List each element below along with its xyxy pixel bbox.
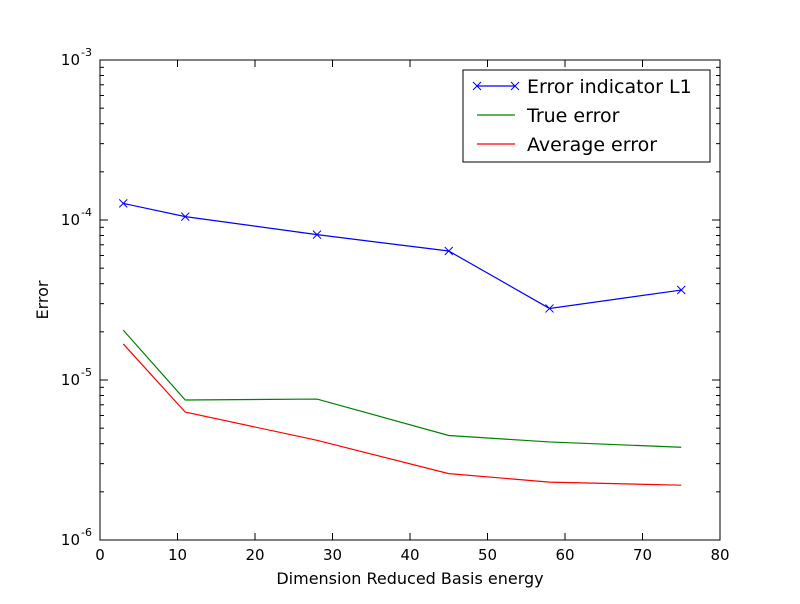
y-tick-label: 10 <box>61 531 80 549</box>
x-tick-label: 20 <box>245 546 264 564</box>
series-layer <box>118 199 686 486</box>
x-tick-label: 80 <box>710 546 729 564</box>
y-tick-label: 10 <box>61 371 80 389</box>
data-point-marker <box>312 230 322 239</box>
y-tick-base: 10 <box>61 211 80 229</box>
legend: Error indicator L1 True error Average erro… <box>462 69 711 163</box>
data-point-marker <box>545 304 554 313</box>
data-point-marker <box>118 199 128 208</box>
x-tick-label: 70 <box>633 546 652 564</box>
legend-marker <box>510 81 520 91</box>
data-point-marker <box>180 212 190 221</box>
y-tick-exponent: -6 <box>81 526 92 539</box>
y-tick-base: 10 <box>61 371 80 389</box>
x-tick-label: 10 <box>168 546 187 564</box>
series-line-2 <box>122 343 682 486</box>
y-tick-exponent: -3 <box>81 46 92 59</box>
legend-box <box>462 69 711 163</box>
x-tick-label: 0 <box>95 546 105 564</box>
x-tick-label: 60 <box>555 546 574 564</box>
y-tick-label: 10 <box>61 211 80 229</box>
legend-label-0: Error indicator L1 <box>527 76 692 98</box>
series-line-0 <box>123 202 682 310</box>
series-line-1 <box>122 329 682 448</box>
y-tick-base: 10 <box>61 531 80 549</box>
y-tick-label: 10 <box>61 51 80 69</box>
x-tick-label: 30 <box>323 546 342 564</box>
legend-label-2: Average error <box>527 134 657 156</box>
y-tick-exponent: -5 <box>81 366 92 379</box>
data-point-marker <box>676 285 686 295</box>
y-axis-label: Error <box>33 280 52 319</box>
legend-marker <box>472 81 482 91</box>
x-axis-label: Dimension Reduced Basis energy <box>276 569 543 588</box>
data-point-marker <box>444 246 454 256</box>
x-tick-label: 40 <box>400 546 419 564</box>
y-tick-base: 10 <box>61 51 80 69</box>
plot-frame <box>99 59 721 541</box>
x-tick-label: 50 <box>478 546 497 564</box>
legend-label-1: True error <box>526 105 620 127</box>
y-tick-exponent: -4 <box>81 206 92 219</box>
